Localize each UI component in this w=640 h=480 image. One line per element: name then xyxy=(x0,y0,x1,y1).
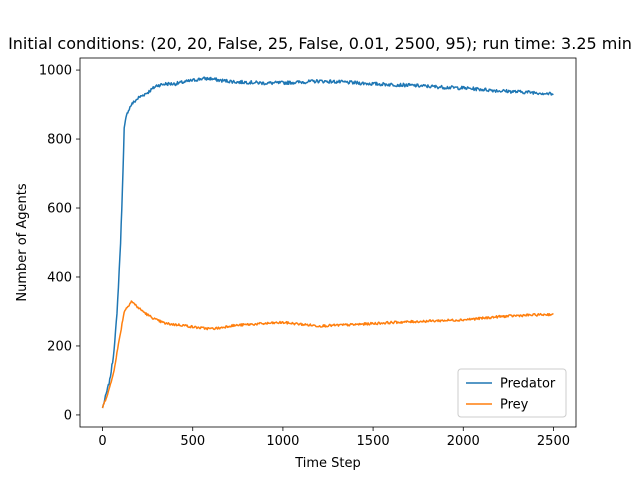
legend: Predator Prey xyxy=(457,368,567,418)
legend-box xyxy=(457,368,567,418)
legend-label-predator: Predator xyxy=(500,377,556,392)
y-tick-label: 200 xyxy=(47,339,72,354)
y-tick-label: 1000 xyxy=(39,64,72,79)
chart-title: Initial conditions: (20, 20, False, 25, … xyxy=(8,34,632,53)
x-tick-label: 1500 xyxy=(357,434,390,449)
x-tick-label: 2500 xyxy=(537,434,570,449)
x-tick-label: 1000 xyxy=(266,434,299,449)
y-axis: 0 200 400 600 800 1000 xyxy=(39,64,80,423)
x-tick-label: 0 xyxy=(98,434,106,449)
series-layer xyxy=(101,76,554,409)
series-line-prey xyxy=(101,300,554,409)
y-tick-label: 400 xyxy=(47,270,72,285)
y-axis-label: Number of Agents xyxy=(15,183,30,301)
x-axis: 0 500 1000 1500 2000 2500 xyxy=(98,427,570,449)
y-tick-label: 600 xyxy=(47,202,72,217)
x-tick-label: 2000 xyxy=(447,434,480,449)
y-tick-label: 0 xyxy=(64,408,72,423)
series-line-predator xyxy=(101,76,554,409)
x-axis-label: Time Step xyxy=(294,456,361,471)
legend-label-prey: Prey xyxy=(500,398,529,413)
y-tick-label: 800 xyxy=(47,133,72,148)
x-tick-label: 500 xyxy=(180,434,205,449)
plot-frame xyxy=(79,57,577,428)
